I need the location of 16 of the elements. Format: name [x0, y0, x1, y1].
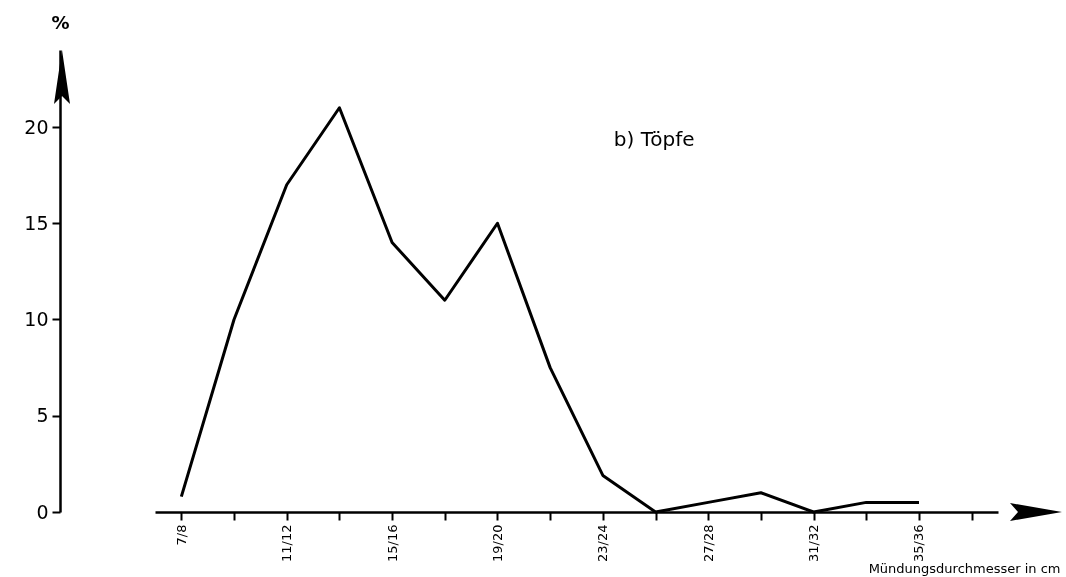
x-tick-label: 11/12: [279, 524, 295, 562]
y-axis-title: %: [51, 11, 70, 33]
x-tick-label: 7/8: [173, 524, 189, 546]
x-tick-label: 31/32: [806, 524, 822, 562]
x-tick-label: 35/36: [911, 524, 927, 562]
y-tick-label: 10: [24, 308, 49, 330]
text: b) Töpfe: [613, 127, 695, 151]
x-tick-label: 23/24: [595, 524, 611, 562]
x-tick-label: 27/28: [700, 524, 716, 562]
y-tick-label: 15: [24, 211, 49, 234]
x-tick-label: 19/20: [489, 524, 505, 562]
y-tick-label: 0: [36, 500, 49, 523]
x-tick-label: 15/16: [384, 524, 400, 562]
y-tick-label: 5: [36, 404, 49, 427]
x-axis-title: Mündungsdurchmesser in cm: [868, 560, 1061, 576]
y-tick-label: 20: [24, 115, 49, 138]
